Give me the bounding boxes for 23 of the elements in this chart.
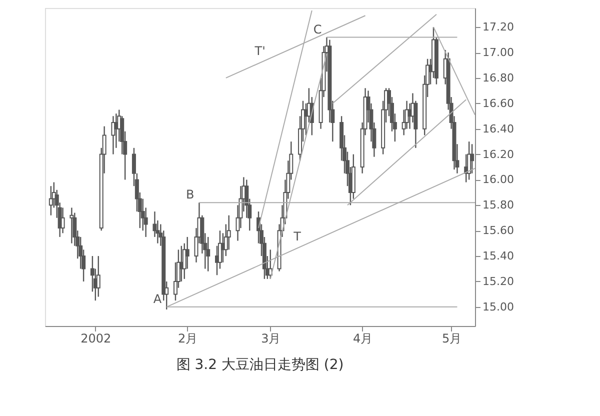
y-tick-label: 15.40 (482, 250, 514, 263)
x-tick-label: 2002 (80, 332, 112, 346)
y-tick-label: 15.80 (482, 198, 514, 212)
y-tick-label: 15.20 (482, 274, 514, 288)
annotation: A (153, 292, 162, 306)
y-tick-label: 15.60 (482, 224, 514, 238)
annotation: T (292, 230, 302, 244)
x-tick-label: 4月 (352, 332, 373, 346)
x-tick-label: 2月 (178, 332, 198, 346)
y-tick-label: 17.00 (482, 46, 514, 60)
annotation: B (186, 188, 194, 202)
y-tick-label: 16.40 (482, 122, 514, 136)
y-tick-label: 16.00 (482, 173, 514, 186)
y-tick-label: 15.00 (482, 300, 514, 314)
annotation: C (313, 22, 322, 36)
y-tick-label: 16.20 (482, 148, 514, 161)
y-tick-label: 17.20 (482, 20, 514, 34)
x-tick-label: 5月 (442, 332, 462, 346)
y-tick-label: 16.60 (482, 96, 514, 110)
text: 图 3.2 大豆油日走势图 (2) (176, 357, 344, 373)
y-tick-label: 16.80 (482, 71, 514, 84)
x-tick-label: 3月 (261, 332, 281, 346)
annotation: T' (254, 44, 266, 58)
